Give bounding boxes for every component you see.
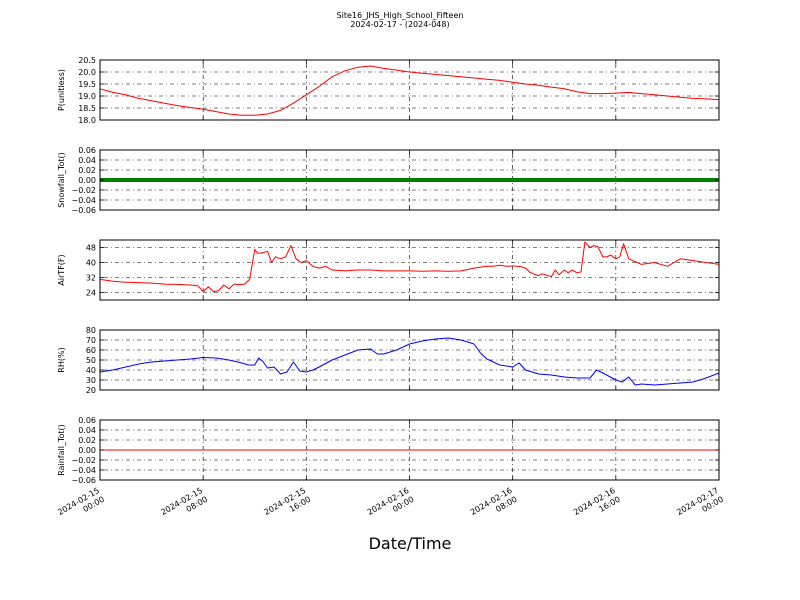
y-tick-label: 0.02 bbox=[78, 436, 96, 445]
x-tick-label: 2024-02-1516:00 bbox=[263, 486, 313, 526]
y-axis-label: AirTF(F) bbox=[57, 254, 66, 285]
x-tick-label: 2024-02-1508:00 bbox=[159, 486, 209, 526]
y-tick-label: 48 bbox=[86, 244, 96, 253]
x-tick-label: 2024-02-1608:00 bbox=[469, 486, 519, 526]
y-tick-label: −0.02 bbox=[71, 456, 96, 465]
y-tick-label: 30 bbox=[86, 376, 96, 385]
y-tick-label: 0.06 bbox=[78, 146, 96, 155]
x-tick-label: 2024-02-1700:00 bbox=[675, 486, 725, 526]
chart-title: Site16_JHS_High_School_Fifteen bbox=[336, 11, 464, 20]
y-tick-label: 80 bbox=[86, 326, 96, 335]
y-tick-label: 50 bbox=[86, 356, 96, 365]
y-tick-label: 32 bbox=[86, 274, 96, 283]
y-tick-label: −0.04 bbox=[71, 196, 96, 205]
y-tick-label: 40 bbox=[86, 366, 96, 375]
y-tick-label: 0.00 bbox=[78, 446, 96, 455]
y-tick-label: 0.02 bbox=[78, 166, 96, 175]
y-tick-label: −0.06 bbox=[71, 476, 96, 485]
y-tick-label: 40 bbox=[86, 259, 96, 268]
y-tick-label: 24 bbox=[86, 289, 96, 298]
y-tick-label: 0.06 bbox=[78, 416, 96, 425]
chart-subtitle: 2024-02-17 - (2024-048) bbox=[350, 20, 450, 29]
series-line bbox=[99, 337, 720, 386]
y-tick-label: 19.5 bbox=[78, 80, 96, 89]
y-tick-label: 70 bbox=[86, 336, 96, 345]
y-tick-label: 20 bbox=[86, 386, 96, 395]
y-tick-label: 18.5 bbox=[78, 104, 96, 113]
x-tick-label: 2024-02-1600:00 bbox=[366, 486, 416, 526]
series-line bbox=[99, 65, 720, 116]
y-tick-label: 0.04 bbox=[78, 156, 96, 165]
y-axis-label: RH(%) bbox=[57, 347, 66, 372]
y-axis-label: P(unitless) bbox=[57, 69, 66, 111]
y-tick-label: −0.06 bbox=[71, 206, 96, 215]
series-line bbox=[99, 241, 720, 293]
x-tick-label: 2024-02-1616:00 bbox=[572, 486, 622, 526]
y-tick-label: 60 bbox=[86, 346, 96, 355]
x-tick-label: 2024-02-1500:00 bbox=[56, 486, 106, 526]
y-axis-label: Snowfall_Tot() bbox=[57, 152, 66, 208]
y-tick-label: 18.0 bbox=[78, 116, 96, 125]
y-tick-label: −0.02 bbox=[71, 186, 96, 195]
y-tick-label: 0.04 bbox=[78, 426, 96, 435]
y-tick-label: 0.00 bbox=[78, 176, 96, 185]
y-tick-label: 19.0 bbox=[78, 92, 96, 101]
x-axis-label: Date/Time bbox=[368, 534, 452, 553]
y-tick-label: 20.0 bbox=[78, 68, 96, 77]
y-tick-label: 20.5 bbox=[78, 56, 96, 65]
y-tick-label: −0.04 bbox=[71, 466, 96, 475]
y-axis-label: Rainfall_Tot() bbox=[57, 424, 66, 476]
